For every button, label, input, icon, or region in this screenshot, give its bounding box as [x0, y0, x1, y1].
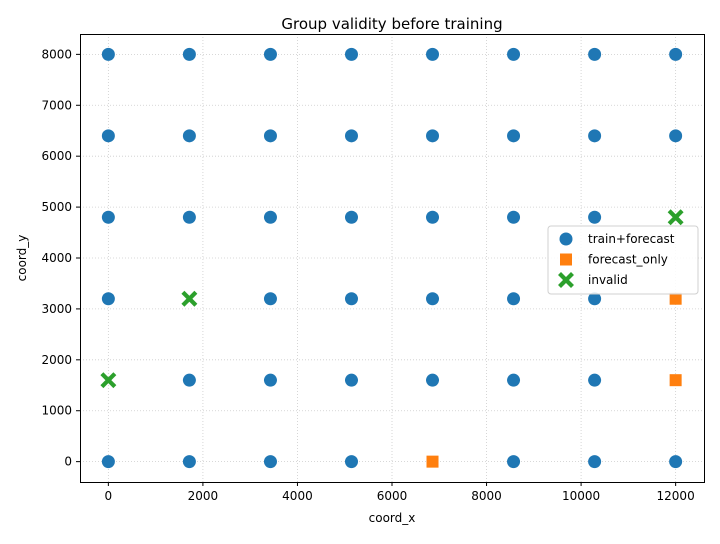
- point-train-forecast: [669, 47, 683, 61]
- point-train-forecast: [101, 210, 115, 224]
- x-tick-label: 2000: [188, 489, 219, 503]
- point-forecast-only: [426, 455, 439, 468]
- point-train-forecast: [507, 210, 521, 224]
- x-axis-label: coord_x: [369, 511, 416, 525]
- x-tick-label: 4000: [282, 489, 313, 503]
- point-train-forecast: [588, 210, 602, 224]
- y-tick-label: 0: [64, 455, 72, 469]
- x-tick-label: 12000: [657, 489, 695, 503]
- point-train-forecast: [182, 210, 196, 224]
- point-train-forecast: [426, 292, 440, 306]
- chart-title: Group validity before training: [281, 15, 502, 33]
- legend-marker: [559, 232, 573, 246]
- x-tick-label: 0: [105, 489, 113, 503]
- point-invalid: [181, 290, 198, 307]
- y-tick-label: 4000: [41, 251, 72, 265]
- legend-label: train+forecast: [588, 232, 675, 246]
- point-train-forecast: [101, 47, 115, 61]
- point-train-forecast: [588, 292, 602, 306]
- point-train-forecast: [588, 373, 602, 387]
- point-train-forecast: [344, 47, 358, 61]
- point-train-forecast: [344, 210, 358, 224]
- point-train-forecast: [588, 455, 602, 469]
- data-points: [100, 47, 684, 469]
- point-train-forecast: [263, 373, 277, 387]
- point-train-forecast: [182, 455, 196, 469]
- point-train-forecast: [507, 292, 521, 306]
- point-train-forecast: [426, 210, 440, 224]
- point-train-forecast: [182, 47, 196, 61]
- point-train-forecast: [507, 373, 521, 387]
- point-train-forecast: [263, 292, 277, 306]
- y-tick-label: 6000: [41, 149, 72, 163]
- point-train-forecast: [426, 373, 440, 387]
- point-train-forecast: [426, 129, 440, 143]
- point-train-forecast: [344, 292, 358, 306]
- point-train-forecast: [263, 129, 277, 143]
- point-train-forecast: [426, 47, 440, 61]
- point-train-forecast: [263, 47, 277, 61]
- point-train-forecast: [507, 455, 521, 469]
- y-tick-label: 8000: [41, 47, 72, 61]
- y-tick-label: 1000: [41, 404, 72, 418]
- point-invalid: [100, 372, 117, 389]
- point-train-forecast: [182, 129, 196, 143]
- y-axis-label: coord_y: [15, 235, 29, 282]
- point-train-forecast: [588, 129, 602, 143]
- point-train-forecast: [669, 455, 683, 469]
- point-train-forecast: [588, 47, 602, 61]
- axis-ticks: 0 2000 4000 6000 8000 10000 12000 0 1000 2000 3000…: [41, 47, 694, 503]
- point-train-forecast: [101, 292, 115, 306]
- point-forecast-only: [669, 374, 682, 387]
- legend-marker: [558, 272, 574, 288]
- point-train-forecast: [101, 455, 115, 469]
- point-train-forecast: [344, 373, 358, 387]
- legend-label: invalid: [588, 273, 628, 287]
- point-train-forecast: [507, 47, 521, 61]
- point-forecast-only: [669, 292, 682, 305]
- y-tick-label: 3000: [41, 302, 72, 316]
- point-train-forecast: [263, 210, 277, 224]
- point-train-forecast: [669, 129, 683, 143]
- x-tick-label: 10000: [562, 489, 600, 503]
- point-train-forecast: [101, 129, 115, 143]
- y-tick-label: 5000: [41, 200, 72, 214]
- legend-marker: [560, 253, 572, 266]
- point-train-forecast: [263, 455, 277, 469]
- y-tick-label: 2000: [41, 353, 72, 367]
- point-train-forecast: [344, 129, 358, 143]
- x-tick-label: 6000: [377, 489, 408, 503]
- point-invalid: [667, 209, 684, 226]
- point-train-forecast: [507, 129, 521, 143]
- legend-box: [547, 225, 699, 295]
- y-tick-label: 7000: [41, 98, 72, 112]
- legend-label: forecast_only: [588, 253, 668, 267]
- x-tick-label: 8000: [471, 489, 502, 503]
- point-train-forecast: [344, 455, 358, 469]
- point-train-forecast: [182, 373, 196, 387]
